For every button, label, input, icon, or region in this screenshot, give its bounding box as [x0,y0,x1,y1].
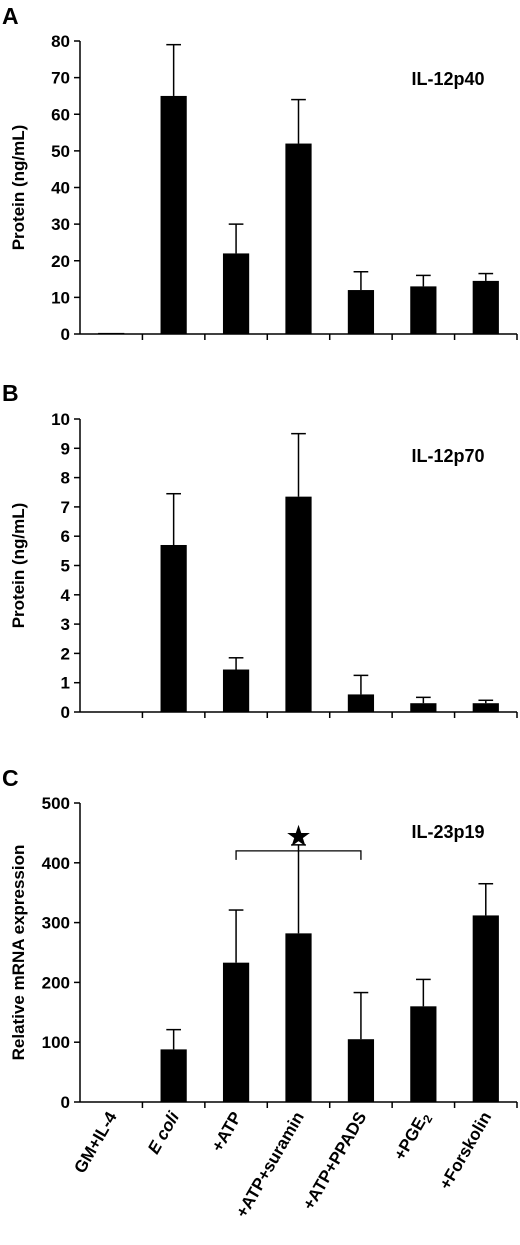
y-tick-label: 40 [51,179,70,198]
bar [222,962,250,1102]
x-tick-label: +ATP+PPADS [299,1109,370,1214]
y-tick-label: 2 [61,644,70,663]
y-tick-label: 1 [61,674,70,693]
bar [160,1049,187,1102]
chart-panel-a: A 0 10 20 30 40 50 60 70 80 Protein (ng/mL) IL-12p4… [2,3,518,344]
y-tick-label: 80 [51,32,70,51]
y-tick-label: 7 [61,498,70,517]
bar [285,933,312,1102]
y-tick-label: 0 [61,1093,70,1112]
y-axis-label: Protein (ng/mL) [9,503,28,629]
bar [472,280,499,334]
y-tick-label: 6 [61,527,70,546]
y-tick-label: 30 [51,215,70,234]
panel-label: C [2,765,19,791]
bar [222,253,250,334]
x-tick-label-text: E coli [144,1107,184,1157]
chart-panel-b: B 0 1 2 3 4 5 6 7 8 9 10 Protein (ng/mL) IL-12p70 [2,380,518,722]
y-tick-label: 200 [42,973,70,992]
y-tick-label: 500 [42,794,70,813]
x-tick-label: +ATP+suramin [232,1109,308,1221]
bar [222,669,250,712]
significance-bracket [235,850,362,860]
bar [410,703,437,712]
y-tick-label: 10 [51,288,70,307]
panel-label: B [2,380,19,406]
y-axis-label: Relative mRNA expression [9,845,28,1061]
y-tick-label: 20 [51,252,70,271]
y-tick-label: 50 [51,142,70,161]
x-tick-label: +ATP [208,1109,246,1155]
bar [285,496,312,712]
y-tick-label: 5 [61,557,70,576]
y-tick-label: 70 [51,69,70,88]
y-tick-label: 400 [42,854,70,873]
y-tick-label: 3 [61,615,70,634]
bar [410,286,437,334]
x-tick-label-text: +ATP+suramin [232,1109,308,1221]
chart-title: IL-12p40 [411,69,484,89]
bar [472,915,499,1102]
x-tick-label-text: +Forskolin [436,1109,496,1193]
bar [472,703,499,712]
y-tick-label: 9 [61,439,70,458]
bar [160,544,187,712]
y-tick-label: 8 [61,469,70,488]
chart-title: IL-12p70 [411,446,484,466]
y-tick-label: 0 [61,703,70,722]
y-tick-label: 60 [51,105,70,124]
chart-panel-c: C 0 100 200 300 400 500 Relative mRNA expressio… [2,765,518,1221]
bar [285,143,312,334]
x-tick-label-text: GM+IL-4 [70,1108,120,1176]
bar [347,1039,375,1102]
bar [347,694,375,712]
bar [410,1006,437,1102]
y-axis-label: Protein (ng/mL) [9,125,28,251]
x-tick-label-text: +ATP [208,1109,246,1155]
bar [347,290,375,334]
chart-title: IL-23p19 [411,822,484,842]
x-tick-label: +Forskolin [436,1109,496,1193]
x-tick-label: E coli [144,1107,184,1157]
y-tick-label: 0 [61,325,70,344]
y-tick-label: 300 [42,914,70,933]
x-tick-label-text: +PGE [390,1114,429,1163]
bar [160,95,187,334]
bar [98,332,125,334]
x-tick-label-text: +ATP+PPADS [299,1109,370,1214]
x-tick-label: +PGE2 [390,1108,435,1165]
y-tick-label: 10 [51,410,70,429]
significance-star: ★ [287,821,311,851]
x-tick-label: GM+IL-4 [70,1108,120,1176]
y-tick-label: 4 [61,586,71,605]
panel-label: A [2,3,19,29]
y-tick-label: 100 [42,1033,70,1052]
